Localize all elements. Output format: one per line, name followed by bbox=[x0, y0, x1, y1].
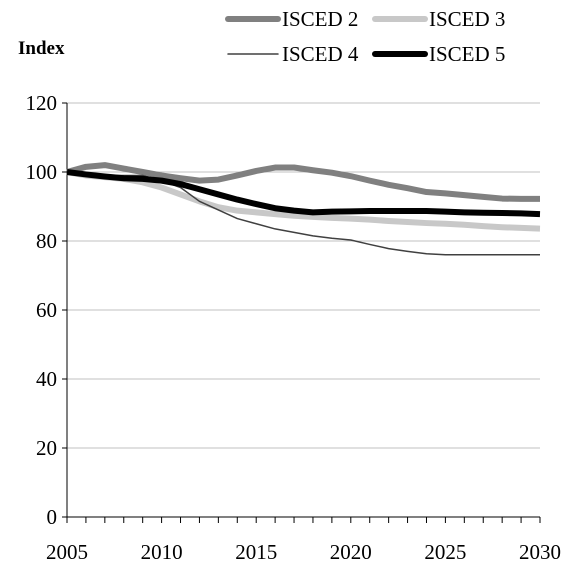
series-line-isced-2 bbox=[66, 162, 540, 202]
y-tick-label-100: 100 bbox=[26, 160, 58, 184]
legend-label-isced-5: ISCED 5 bbox=[429, 42, 505, 66]
x-tick-label-2025: 2025 bbox=[424, 540, 466, 564]
series-line-isced-3 bbox=[66, 169, 541, 232]
x-tick-label-2020: 2020 bbox=[330, 540, 372, 564]
y-tick-label-40: 40 bbox=[36, 367, 57, 391]
legend-label-isced-2: ISCED 2 bbox=[282, 7, 358, 31]
x-tick-label-2005: 2005 bbox=[46, 540, 88, 564]
y-tick-label-20: 20 bbox=[36, 436, 57, 460]
x-tick-label-2030: 2030 bbox=[519, 540, 561, 564]
y-tick-label-120: 120 bbox=[26, 91, 58, 115]
legend-label-isced-4: ISCED 4 bbox=[282, 42, 359, 66]
legend-label-isced-3: ISCED 3 bbox=[429, 7, 505, 31]
series-line-isced-5 bbox=[66, 169, 541, 218]
y-tick-label-60: 60 bbox=[36, 298, 57, 322]
x-tick-label-2015: 2015 bbox=[235, 540, 277, 564]
y-axis-title: Index bbox=[18, 38, 65, 59]
y-tick-label-0: 0 bbox=[47, 505, 58, 529]
x-tick-label-2010: 2010 bbox=[141, 540, 183, 564]
y-tick-label-80: 80 bbox=[36, 229, 57, 253]
